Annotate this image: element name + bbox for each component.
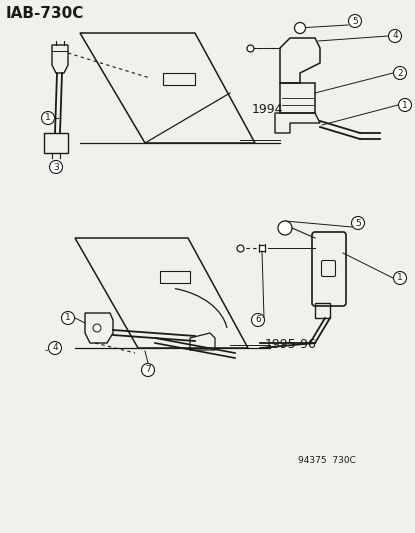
Text: 94375  730C: 94375 730C (298, 456, 356, 465)
Text: 4: 4 (392, 31, 398, 41)
Circle shape (393, 271, 407, 285)
Text: 1994: 1994 (252, 103, 283, 116)
Text: 1: 1 (397, 273, 403, 282)
Text: 2: 2 (397, 69, 403, 77)
Circle shape (295, 22, 305, 34)
Text: 1: 1 (402, 101, 408, 109)
Circle shape (49, 160, 63, 174)
Text: 4: 4 (52, 343, 58, 352)
Text: 1: 1 (65, 313, 71, 322)
Circle shape (42, 111, 54, 125)
Text: 7: 7 (145, 366, 151, 375)
Circle shape (142, 364, 154, 376)
Circle shape (398, 99, 412, 111)
Circle shape (251, 313, 264, 327)
Text: 5: 5 (352, 17, 358, 26)
Text: 6: 6 (255, 316, 261, 325)
Circle shape (49, 342, 61, 354)
Circle shape (349, 14, 361, 28)
Circle shape (393, 67, 407, 79)
Circle shape (278, 221, 292, 235)
Text: -: - (45, 345, 49, 355)
Text: 1: 1 (45, 114, 51, 123)
Circle shape (61, 311, 75, 325)
Text: 3: 3 (53, 163, 59, 172)
Text: IAB-730C: IAB-730C (6, 6, 84, 21)
Text: 1995-96: 1995-96 (265, 338, 317, 351)
Text: 5: 5 (355, 219, 361, 228)
Circle shape (388, 29, 401, 43)
Circle shape (352, 216, 364, 230)
